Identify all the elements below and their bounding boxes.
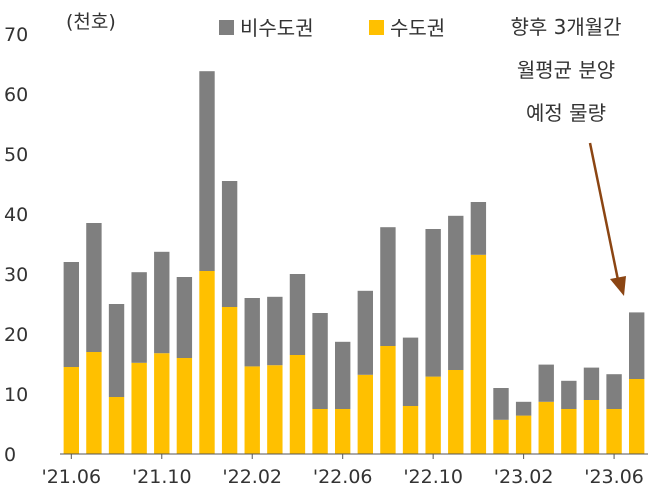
bar-non-capital bbox=[583, 367, 600, 400]
bar-capital bbox=[493, 419, 509, 454]
bar-capital bbox=[176, 358, 193, 454]
bar-capital bbox=[583, 400, 600, 454]
x-tick-label: '23.06 bbox=[584, 466, 644, 488]
x-tick-label: '22.06 bbox=[313, 466, 373, 488]
bar-capital bbox=[335, 409, 351, 454]
bar-capital bbox=[267, 365, 283, 454]
bar-capital bbox=[448, 370, 464, 454]
bar-capital bbox=[425, 376, 441, 454]
bar-capital bbox=[244, 366, 260, 454]
annotation-arrow-head bbox=[610, 276, 626, 296]
x-tick-label: '23.02 bbox=[494, 466, 554, 488]
bar-capital bbox=[154, 353, 170, 454]
bar-non-capital bbox=[357, 290, 373, 375]
y-tick-label: 50 bbox=[4, 144, 28, 166]
annotation-arrow-line bbox=[588, 142, 620, 281]
bar-non-capital bbox=[131, 272, 147, 363]
bar-non-capital bbox=[470, 202, 487, 255]
bar-group bbox=[63, 71, 645, 454]
legend: 비수도권 수도권 bbox=[219, 16, 445, 40]
bar-capital bbox=[629, 379, 645, 454]
legend-swatch-non-capital bbox=[219, 20, 234, 35]
bar-capital bbox=[561, 409, 577, 454]
bar-non-capital bbox=[402, 337, 419, 406]
legend-label-capital: 수도권 bbox=[390, 16, 445, 40]
bar-capital bbox=[402, 406, 419, 454]
bar-capital bbox=[538, 401, 554, 454]
bar-capital bbox=[63, 367, 79, 454]
bar-capital bbox=[357, 374, 373, 454]
bar-non-capital bbox=[493, 388, 509, 420]
x-tick-label: '21.10 bbox=[132, 466, 192, 488]
bar-non-capital bbox=[561, 380, 577, 409]
y-tick-label: 20 bbox=[4, 324, 28, 346]
bar-non-capital bbox=[606, 374, 622, 409]
bar-non-capital bbox=[86, 223, 102, 352]
annotation-line-1: 향후 3개월간 bbox=[510, 15, 621, 39]
y-tick-label: 60 bbox=[4, 84, 28, 106]
bar-non-capital bbox=[448, 215, 464, 370]
unit-label: (천호) bbox=[66, 11, 116, 33]
bar-non-capital bbox=[199, 71, 215, 271]
x-tick-label: '21.06 bbox=[41, 466, 101, 488]
bar-capital bbox=[86, 352, 102, 454]
x-tick-label: '22.02 bbox=[222, 466, 282, 488]
bar-capital bbox=[312, 409, 328, 454]
bar-capital bbox=[470, 254, 487, 454]
y-tick-label: 70 bbox=[4, 24, 28, 46]
y-tick-label: 0 bbox=[4, 444, 16, 466]
bar-non-capital bbox=[538, 364, 554, 402]
y-tick-label: 10 bbox=[4, 384, 28, 406]
annotation-line-3: 예정 물량 bbox=[526, 101, 606, 125]
bar-non-capital bbox=[289, 274, 306, 355]
annotation-line-2: 월평균 분양 bbox=[517, 58, 615, 82]
legend-swatch-capital bbox=[369, 20, 384, 35]
annotation: 향후 3개월간 월평균 분양 예정 물량 bbox=[510, 15, 626, 296]
bar-non-capital bbox=[154, 251, 170, 354]
legend-label-non-capital: 비수도권 bbox=[240, 16, 314, 40]
bar-capital bbox=[108, 397, 125, 454]
y-tick-label: 40 bbox=[4, 204, 28, 226]
bar-non-capital bbox=[380, 227, 396, 346]
bar-capital bbox=[221, 307, 238, 454]
x-axis: '21.06 '21.10 '22.02 '22.06 '22.10 '23.02 '23.… bbox=[41, 454, 644, 488]
bar-non-capital bbox=[63, 262, 79, 367]
x-tick-label: '22.10 bbox=[403, 466, 463, 488]
bar-non-capital bbox=[425, 229, 441, 377]
bar-capital bbox=[131, 362, 147, 454]
bar-capital bbox=[380, 346, 396, 454]
y-axis: 0 10 20 30 40 50 60 70 bbox=[4, 24, 28, 466]
bar-capital bbox=[289, 355, 306, 454]
bar-non-capital bbox=[629, 312, 645, 379]
bar-non-capital bbox=[267, 296, 283, 366]
bar-non-capital bbox=[515, 401, 532, 416]
bar-non-capital bbox=[176, 277, 193, 358]
bar-non-capital bbox=[221, 181, 238, 307]
bar-non-capital bbox=[108, 304, 125, 397]
bar-capital bbox=[606, 409, 622, 454]
bar-non-capital bbox=[312, 313, 328, 409]
bar-capital bbox=[515, 415, 532, 454]
bar-non-capital bbox=[335, 341, 351, 409]
bar-non-capital bbox=[244, 298, 260, 367]
y-tick-label: 30 bbox=[4, 264, 28, 286]
bar-capital bbox=[199, 271, 215, 454]
